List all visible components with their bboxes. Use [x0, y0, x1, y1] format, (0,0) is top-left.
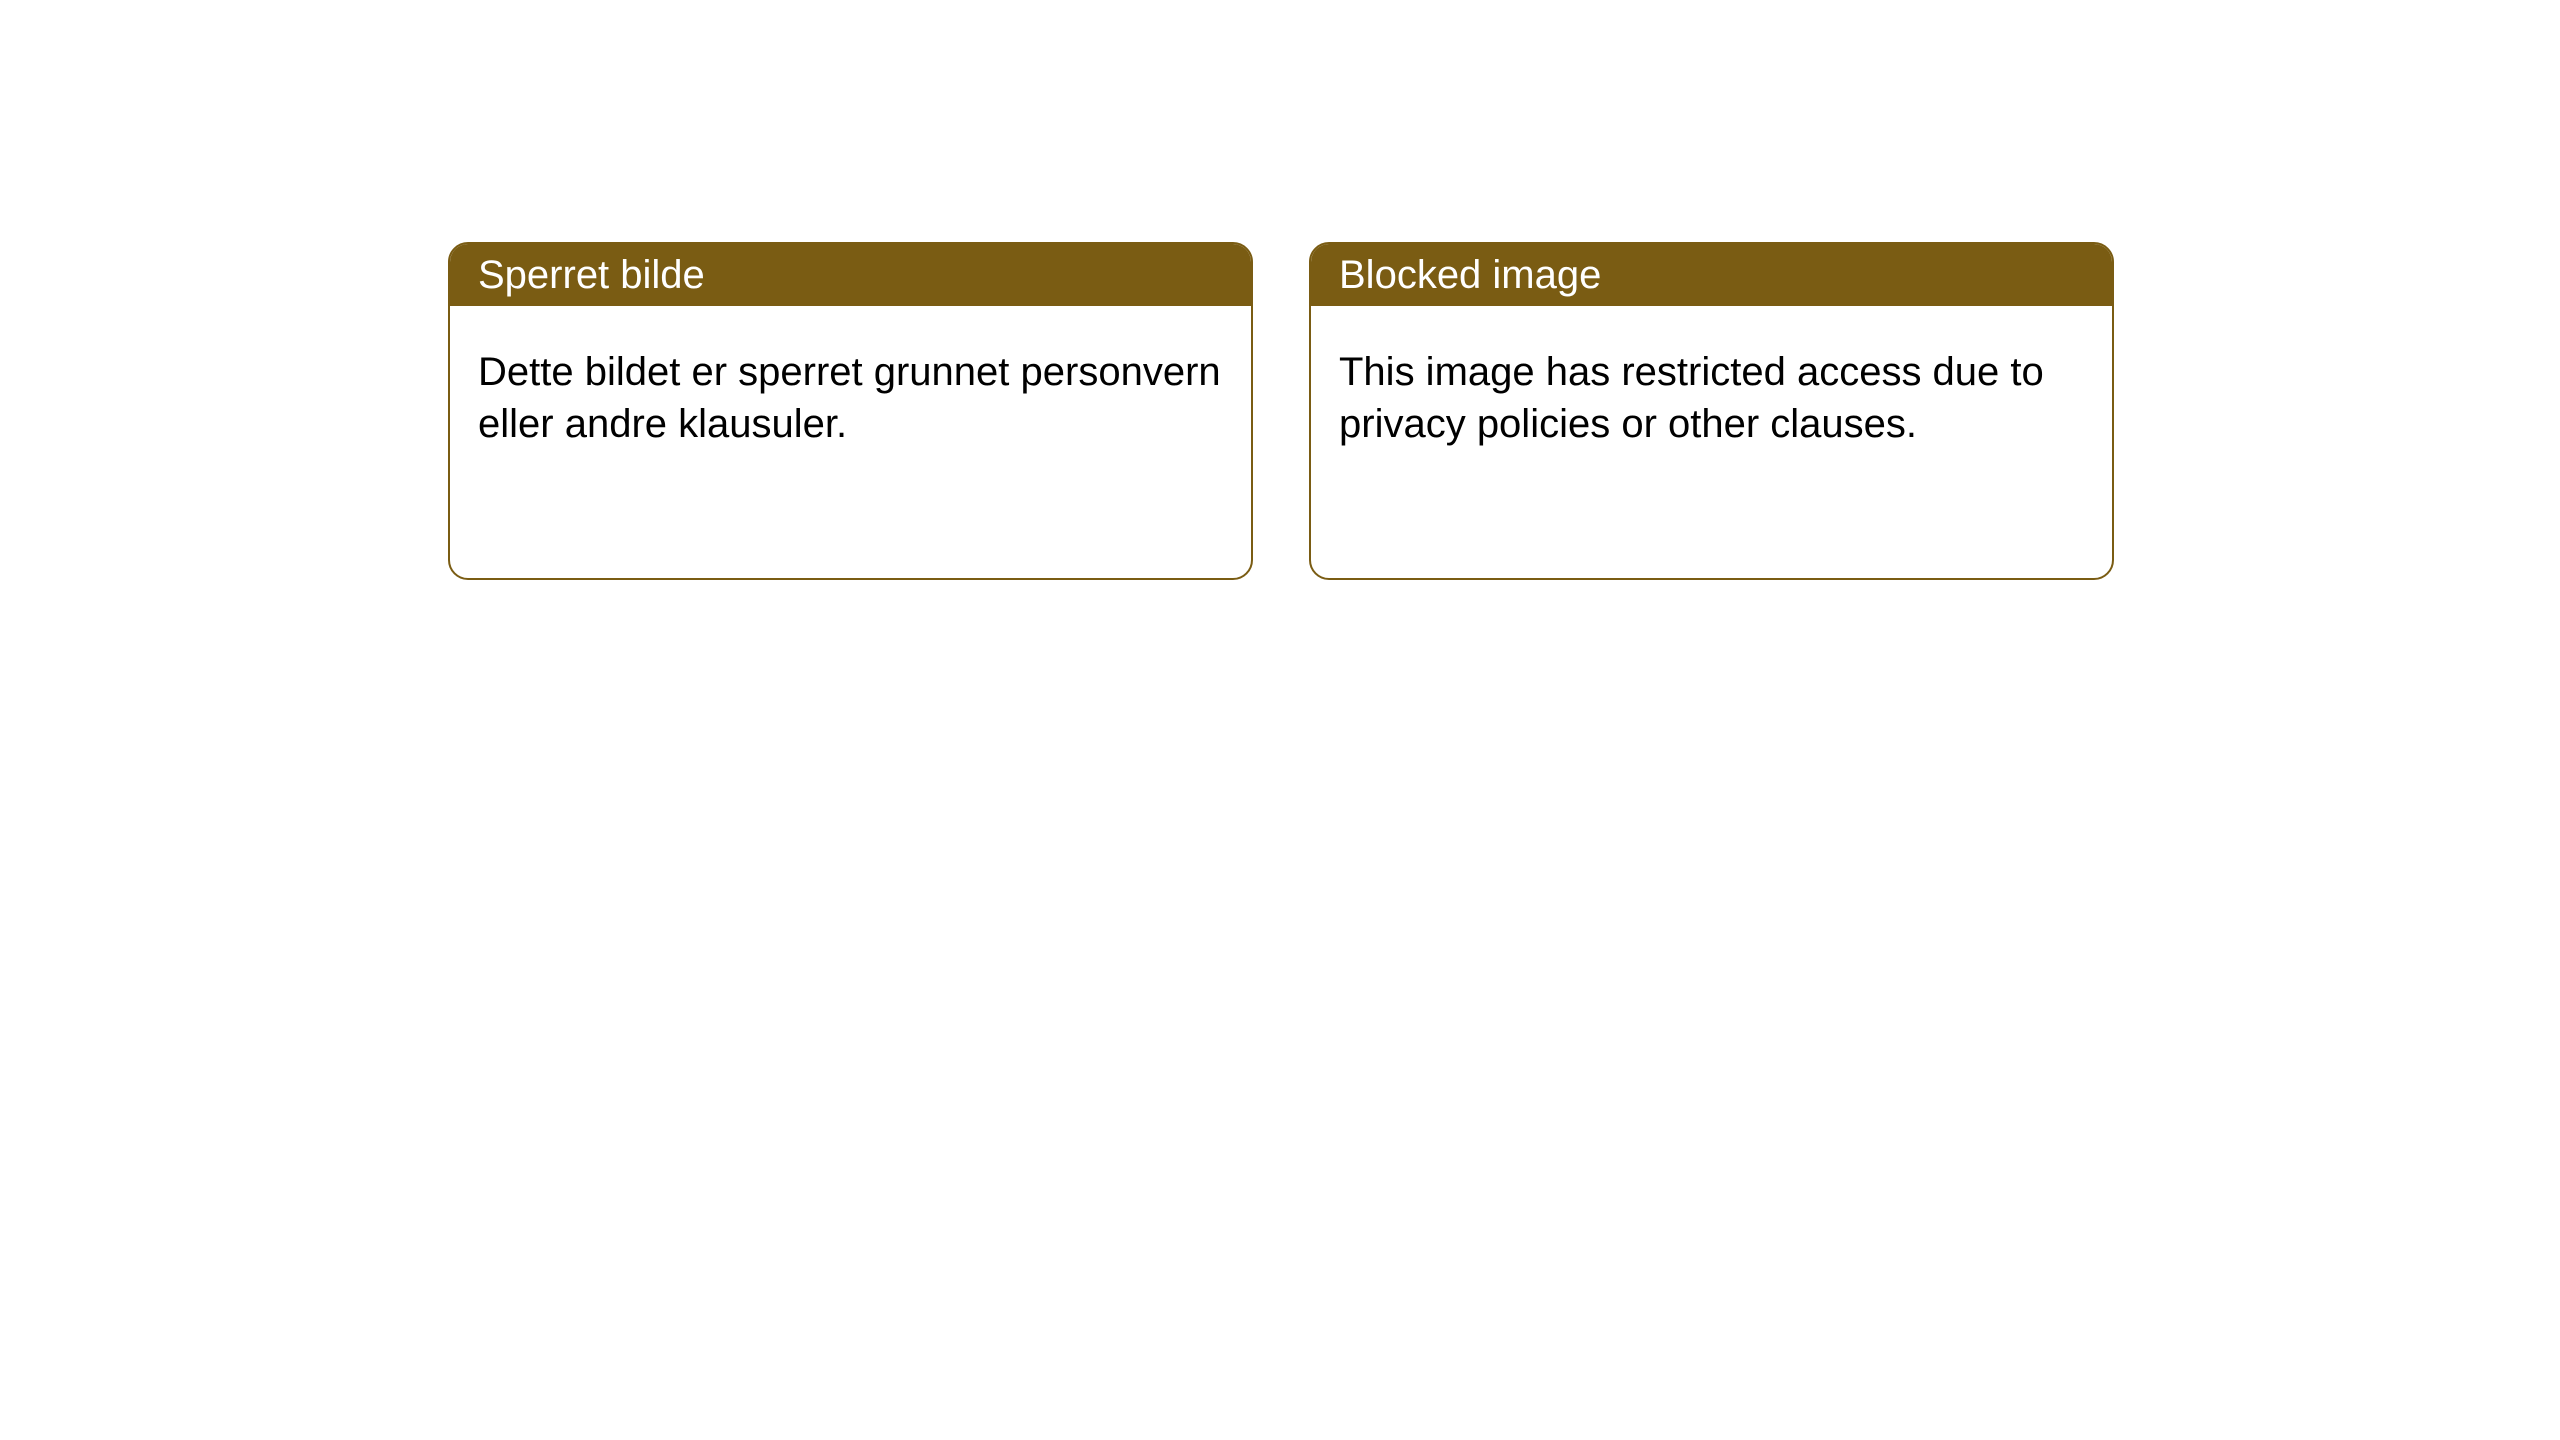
- card-body-en: This image has restricted access due to …: [1311, 306, 2112, 490]
- blocked-image-card-en: Blocked image This image has restricted …: [1309, 242, 2114, 580]
- card-title-no: Sperret bilde: [478, 253, 705, 298]
- card-body-no: Dette bildet er sperret grunnet personve…: [450, 306, 1251, 490]
- card-text-no: Dette bildet er sperret grunnet personve…: [478, 350, 1221, 446]
- notice-container: Sperret bilde Dette bildet er sperret gr…: [0, 0, 2560, 580]
- card-header-en: Blocked image: [1311, 244, 2112, 306]
- card-title-en: Blocked image: [1339, 253, 1601, 298]
- blocked-image-card-no: Sperret bilde Dette bildet er sperret gr…: [448, 242, 1253, 580]
- card-header-no: Sperret bilde: [450, 244, 1251, 306]
- card-text-en: This image has restricted access due to …: [1339, 350, 2044, 446]
